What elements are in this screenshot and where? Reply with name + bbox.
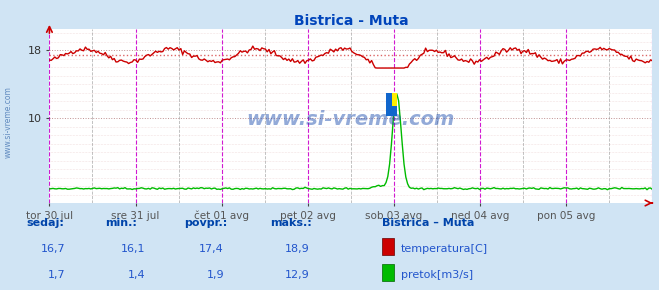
- Text: 17,4: 17,4: [199, 244, 224, 254]
- Text: 12,9: 12,9: [285, 270, 310, 280]
- Text: www.si-vreme.com: www.si-vreme.com: [246, 110, 455, 129]
- Text: 1,9: 1,9: [206, 270, 224, 280]
- Text: 1,4: 1,4: [127, 270, 145, 280]
- Bar: [386, 93, 397, 116]
- Title: Bistrica - Muta: Bistrica - Muta: [294, 14, 408, 28]
- Text: 16,7: 16,7: [42, 244, 66, 254]
- Text: 16,1: 16,1: [121, 244, 145, 254]
- Text: sedaj:: sedaj:: [26, 218, 64, 228]
- Text: 18,9: 18,9: [285, 244, 310, 254]
- Text: Bistrica – Muta: Bistrica – Muta: [382, 218, 474, 228]
- Text: www.si-vreme.com: www.si-vreme.com: [3, 86, 13, 158]
- Text: povpr.:: povpr.:: [185, 218, 228, 228]
- Text: pretok[m3/s]: pretok[m3/s]: [401, 270, 473, 280]
- Text: maks.:: maks.:: [270, 218, 312, 228]
- Text: temperatura[C]: temperatura[C]: [401, 244, 488, 254]
- Text: 1,7: 1,7: [48, 270, 66, 280]
- Bar: [386, 93, 392, 116]
- Bar: [392, 106, 397, 116]
- Text: min.:: min.:: [105, 218, 137, 228]
